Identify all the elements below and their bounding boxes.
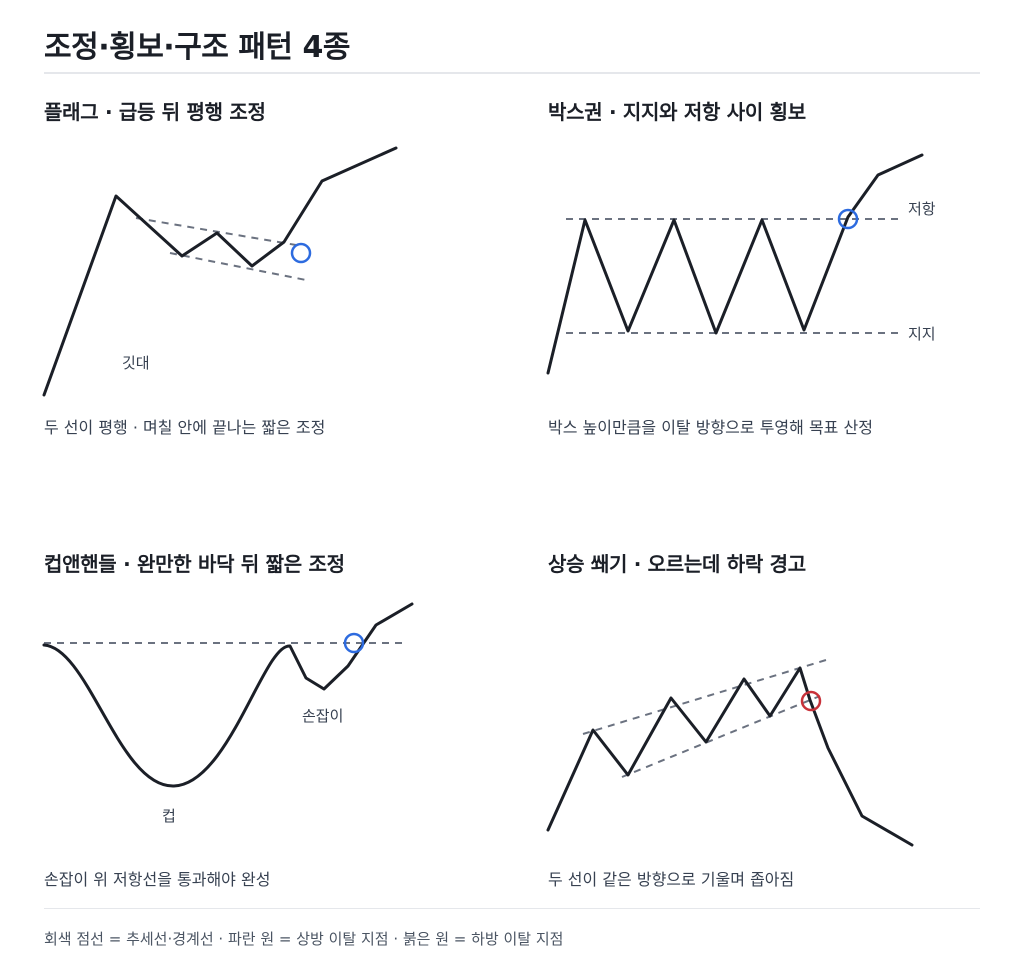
title-divider (44, 72, 980, 74)
flag-lower-trendline (169, 252, 307, 281)
box-support-label: 지지 (908, 325, 936, 343)
cup-breakout-up-marker (343, 632, 365, 654)
wedge-panel-title: 상승 쐐기 · 오르는데 하락 경고 (548, 552, 806, 576)
flag-pole-label: 깃대 (122, 354, 150, 372)
box-panel-caption: 박스 높이만큼을 이탈 방향으로 투영해 목표 산정 (548, 418, 873, 437)
flag-pattern-panel: 플래그 · 급등 뒤 평행 조정 깃대 두 선이 평행 · 며칠 안에 끝나는 … (42, 96, 504, 437)
flag-panel-title: 플래그 · 급등 뒤 평행 조정 (44, 100, 266, 124)
cup-label: 컵 (162, 807, 176, 825)
cup-panel-title: 컵앤핸들 · 완만한 바닥 뒤 짧은 조정 (44, 552, 345, 576)
box-panel-title: 박스권 · 지지와 저항 사이 횡보 (548, 100, 806, 124)
cup-panel-caption: 손잡이 위 저항선을 통과해야 완성 (44, 870, 271, 889)
flag-upper-trendline (135, 217, 303, 247)
footer-divider (44, 908, 980, 909)
wedge-breakout-down-marker (800, 690, 822, 712)
wedge-upper-trendline (582, 659, 827, 735)
rising-wedge-panel: 상승 쐐기 · 오르는데 하락 경고 두 선이 같은 방향으로 기울며 좁아짐 (546, 548, 1008, 889)
box-resistance-label: 저항 (908, 200, 936, 218)
flag-breakout-up-marker (290, 242, 312, 264)
box-breakout-up-marker (837, 208, 859, 230)
cup-handle-diagram: 손잡이 컵 (42, 602, 414, 825)
cup-price-line (42, 602, 414, 788)
page-title: 조정·횡보·구조 패턴 4종 (44, 30, 350, 65)
box-range-panel: 박스권 · 지지와 저항 사이 횡보 저항 지지 박스 높이만큼을 이탈 방향으… (546, 96, 1008, 437)
flag-diagram: 깃대 (42, 146, 398, 397)
wedge-lower-trendline (621, 695, 821, 778)
box-range-diagram: 저항 지지 (546, 153, 936, 375)
flag-panel-caption: 두 선이 평행 · 며칠 안에 끝나는 짧은 조정 (44, 418, 326, 437)
cup-handle-panel: 컵앤핸들 · 완만한 바닥 뒤 짧은 조정 손잡이 컵 손잡이 위 저항선을 통… (42, 548, 504, 889)
flag-price-line (42, 146, 398, 397)
legend-text: 회색 점선 = 추세선·경계선 · 파란 원 = 상방 이탈 지점 · 붉은 원… (44, 930, 564, 948)
rising-wedge-diagram (546, 659, 914, 847)
box-price-line (546, 153, 924, 375)
wedge-price-line (546, 666, 914, 847)
wedge-panel-caption: 두 선이 같은 방향으로 기울며 좁아짐 (548, 870, 795, 889)
cup-handle-label: 손잡이 (302, 707, 343, 725)
